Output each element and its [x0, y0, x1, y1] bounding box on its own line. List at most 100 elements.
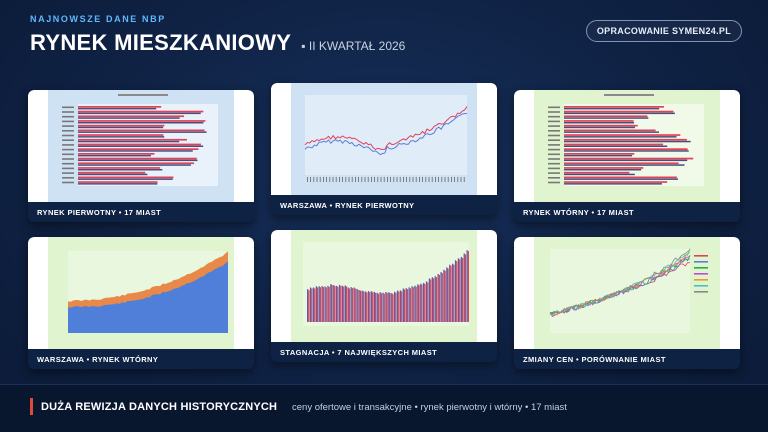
- card-rynek-wtorny[interactable]: RYNEK WTÓRNY • 17 MIAST: [514, 90, 740, 222]
- tick-mark: [377, 177, 379, 182]
- bar: [409, 288, 411, 322]
- tick-mark: [332, 177, 334, 182]
- tick-label-mark: [548, 162, 560, 165]
- bar: [467, 251, 469, 322]
- legend-mark: [694, 267, 708, 269]
- chart-thumbnail: [514, 90, 740, 202]
- bar: [78, 138, 187, 141]
- bar: [433, 278, 435, 322]
- tick-label-mark: [548, 130, 560, 132]
- bar: [420, 283, 422, 322]
- tick-label-mark: [548, 148, 560, 151]
- bar: [365, 291, 367, 322]
- tick-mark: [387, 177, 388, 182]
- bar: [443, 269, 445, 322]
- tick-label-mark: [62, 120, 74, 123]
- bar: [441, 273, 443, 322]
- tick-mark: [364, 177, 366, 182]
- tick-mark: [329, 177, 331, 182]
- tick-mark: [441, 177, 443, 182]
- multi-line-chart-graphic: [549, 248, 708, 333]
- bar: [78, 150, 193, 152]
- card-zmiany-cen[interactable]: ZMIANY CEN • PORÓWNANIE MIAST: [514, 237, 740, 369]
- area-chart-thumb: [48, 237, 234, 349]
- bar: [78, 134, 164, 136]
- bar: [321, 286, 323, 322]
- bar: [462, 257, 464, 322]
- bar: [354, 288, 356, 322]
- tick-mark: [460, 177, 462, 182]
- bar: [356, 288, 358, 322]
- bar: [78, 159, 198, 162]
- bar: [412, 287, 414, 322]
- legend-mark: [694, 261, 708, 263]
- tick-mark: [348, 177, 350, 182]
- credit-badge[interactable]: OPRACOWANIE SYMEN24.PL: [585, 20, 742, 42]
- bar: [78, 131, 207, 133]
- bar: [434, 276, 436, 322]
- bar: [424, 283, 426, 322]
- bar: [564, 173, 635, 176]
- bar: [348, 288, 351, 322]
- tick-label-mark: [62, 167, 74, 170]
- tick-mark: [457, 177, 459, 182]
- card-warszawa-wtorny[interactable]: WARSZAWA • RYNEK WTÓRNY: [28, 237, 254, 369]
- footer-accent: [30, 398, 33, 415]
- tick-mark: [403, 177, 404, 182]
- tick-label-mark: [548, 134, 560, 137]
- bar: [564, 115, 648, 118]
- bar: [78, 115, 185, 118]
- bar: [450, 265, 452, 322]
- tick-label-mark: [62, 106, 74, 109]
- bar: [564, 176, 677, 179]
- tick-mark: [339, 177, 340, 182]
- card-warszawa-pierwotny[interactable]: WARSZAWA • RYNEK PIERWOTNY: [271, 83, 497, 215]
- tick-label-mark: [548, 144, 560, 146]
- bar: [402, 288, 404, 322]
- bar: [78, 148, 199, 150]
- card-rynek-pierwotny[interactable]: RYNEK PIERWOTNY • 17 MIAST: [28, 90, 254, 222]
- bar: [564, 140, 691, 143]
- tick-mark: [428, 177, 430, 182]
- bar: [460, 256, 462, 322]
- tick-mark: [319, 177, 321, 182]
- tick-label-mark: [548, 115, 560, 118]
- bar: [564, 167, 644, 169]
- tick-mark: [367, 177, 369, 182]
- bar: [336, 285, 338, 322]
- bar: [78, 106, 162, 108]
- bar: [564, 183, 662, 185]
- legend-mark: [694, 255, 708, 257]
- tick-mark: [374, 177, 375, 182]
- bar: [328, 286, 330, 322]
- card-stagnacja[interactable]: STAGNACJA • 7 NAJWIĘKSZYCH MIAST: [271, 230, 497, 362]
- tick-mark: [358, 177, 359, 182]
- bar: [311, 288, 313, 322]
- chart-title-mark: [118, 94, 168, 96]
- bar: [331, 285, 333, 322]
- bar: [564, 150, 689, 152]
- tick-mark: [412, 177, 414, 182]
- bar: [350, 287, 352, 322]
- bar: [379, 292, 381, 322]
- bar: [453, 264, 455, 322]
- legend-mark: [694, 285, 708, 287]
- footer-bar: DUŻA REWIZJA DANYCH HISTORYCZNYCH ceny o…: [0, 384, 768, 432]
- tick-label-mark: [62, 130, 74, 132]
- bar: [564, 169, 642, 171]
- tick-mark: [342, 177, 343, 182]
- tick-mark: [435, 177, 436, 182]
- bar: [370, 291, 373, 322]
- bar: [78, 124, 165, 127]
- bar: [564, 129, 656, 132]
- bar: [417, 284, 419, 322]
- bar: [423, 282, 425, 322]
- bar: [388, 292, 390, 322]
- tick-mark: [361, 177, 363, 182]
- line-chart-graphic: [304, 95, 468, 182]
- tick-mark: [454, 177, 455, 182]
- bar: [564, 153, 635, 155]
- chart-thumbnail: [28, 237, 254, 349]
- tick-label-mark: [62, 177, 74, 179]
- hbar-chart-thumb: [48, 90, 234, 202]
